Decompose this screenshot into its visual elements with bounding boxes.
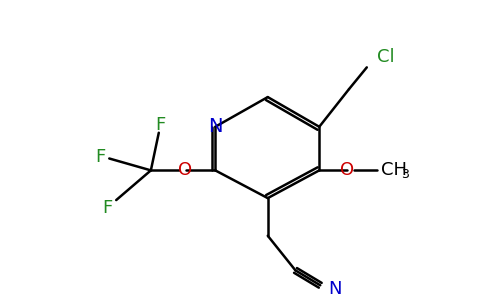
Text: F: F xyxy=(156,116,166,134)
Text: O: O xyxy=(179,161,193,179)
Text: F: F xyxy=(95,148,106,166)
Text: N: N xyxy=(208,117,223,136)
Text: F: F xyxy=(102,199,112,217)
Text: CH: CH xyxy=(381,161,407,179)
Text: 3: 3 xyxy=(401,168,409,181)
Text: N: N xyxy=(328,280,342,298)
Text: O: O xyxy=(340,161,354,179)
Text: Cl: Cl xyxy=(377,49,394,67)
